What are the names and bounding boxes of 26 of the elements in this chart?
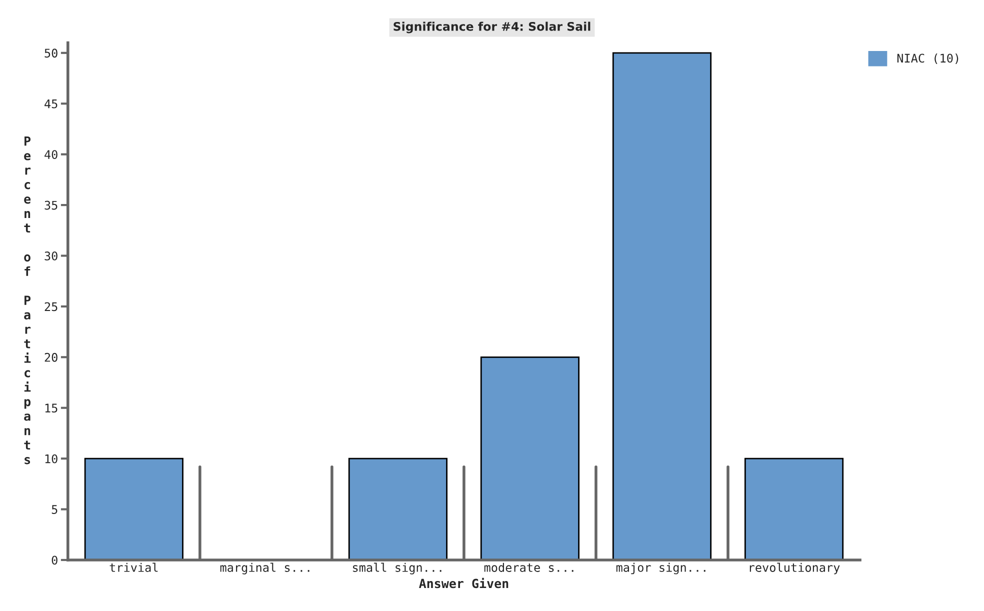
y-tick-label: 45 [44, 100, 58, 108]
x-tick-label: trivial [110, 562, 158, 572]
y-tick-label: 15 [45, 404, 58, 413]
legend-label: NIAC (10) [897, 54, 958, 64]
y-tick-label: 35 [44, 200, 58, 210]
y-tick-label: 0 [52, 556, 58, 565]
bar [84, 458, 184, 560]
y-tick-label: 50 [44, 48, 58, 58]
text: Percent of Participants [24, 136, 31, 464]
x-tick-label: revolutionary [750, 562, 840, 574]
bar [612, 52, 712, 560]
y-tick-label: 20 [44, 352, 58, 362]
x-tick-label: small sign... [352, 562, 442, 574]
bar [480, 356, 580, 560]
x-tick-label: marginal s... [220, 562, 310, 574]
x-tick-label: moderate s... [484, 562, 574, 572]
bar [348, 458, 448, 560]
y-tick-label: 5 [52, 505, 58, 514]
chart-title: Significance for #4: Solar Sail [394, 22, 590, 34]
y-tick-label: 40 [44, 150, 58, 160]
bar [744, 458, 844, 560]
x-axis-title: Answer Given [419, 578, 508, 588]
x-tick-label: major sign... [616, 562, 706, 574]
y-tick-label: 25 [44, 302, 58, 312]
y-tick-label: 30 [44, 251, 58, 260]
y-tick-label: 10 [45, 454, 58, 464]
